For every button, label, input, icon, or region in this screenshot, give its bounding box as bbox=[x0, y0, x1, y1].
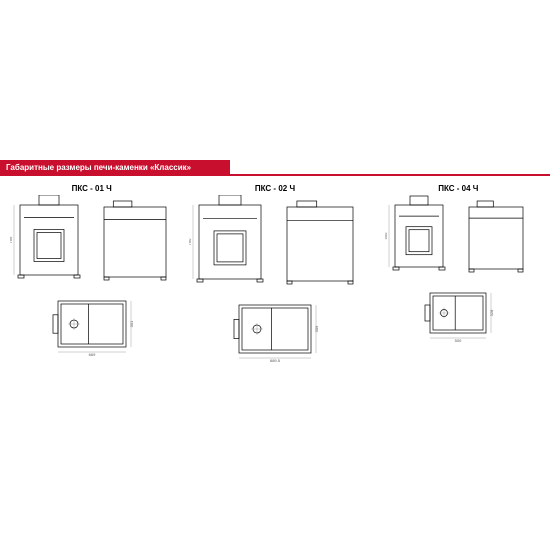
top-view: 689.5 309 bbox=[229, 295, 321, 363]
title-underline bbox=[0, 174, 550, 176]
model-label: ПКС - 02 Ч bbox=[255, 184, 295, 193]
svg-text:328: 328 bbox=[489, 309, 494, 316]
front-view: 756610 bbox=[10, 195, 88, 285]
svg-text:550: 550 bbox=[385, 232, 388, 239]
model-label: ПКС - 04 Ч bbox=[438, 184, 478, 193]
side-view: 735 bbox=[279, 199, 361, 289]
page-title: Габаритные размеры печи-каменки «Классик… bbox=[0, 160, 230, 174]
model-column: ПКС - 01 Ч756610650669301 bbox=[0, 184, 183, 340]
elevation-row: 756610650 bbox=[10, 195, 174, 285]
model-column: ПКС - 02 Ч790690735689.5309 bbox=[183, 184, 366, 340]
diagram-page: Габаритные размеры печи-каменки «Классик… bbox=[0, 160, 550, 360]
side-view: 550 bbox=[461, 199, 531, 277]
views-group: 550460550 500 328 bbox=[385, 195, 531, 343]
elevation-row: 550460550 bbox=[385, 195, 531, 277]
svg-text:301: 301 bbox=[129, 320, 134, 327]
views-group: 756610650 669 301 bbox=[10, 195, 174, 357]
svg-text:500: 500 bbox=[455, 338, 462, 343]
side-view: 650 bbox=[96, 199, 174, 285]
svg-text:689.5: 689.5 bbox=[270, 358, 281, 363]
svg-text:756: 756 bbox=[10, 236, 13, 243]
front-view: 550460 bbox=[385, 195, 453, 277]
title-bar: Габаритные размеры печи-каменки «Классик… bbox=[0, 160, 550, 180]
model-label: ПКС - 01 Ч bbox=[72, 184, 112, 193]
svg-text:669: 669 bbox=[88, 352, 95, 357]
views-group: 790690735 689.5 309 bbox=[189, 195, 361, 363]
models-row: ПКС - 01 Ч756610650669301ПКС - 02 Ч79069… bbox=[0, 180, 550, 340]
top-view: 500 328 bbox=[420, 283, 496, 343]
svg-text:309: 309 bbox=[314, 325, 319, 332]
elevation-row: 790690735 bbox=[189, 195, 361, 289]
model-column: ПКС - 04 Ч 550460550 500 328 bbox=[367, 184, 550, 340]
svg-text:790: 790 bbox=[189, 238, 192, 245]
top-view: 669 301 bbox=[48, 291, 136, 357]
front-view: 790690 bbox=[189, 195, 271, 289]
